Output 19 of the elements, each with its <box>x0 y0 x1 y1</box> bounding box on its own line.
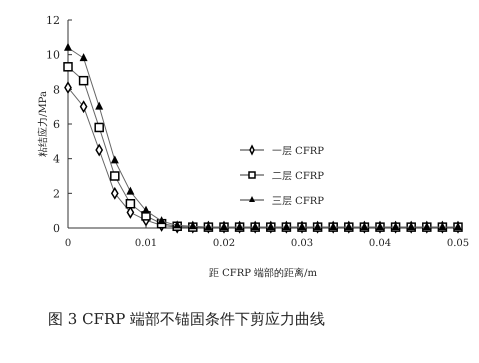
x-tick-label: 0.01 <box>134 238 158 249</box>
x-axis-title: 距 CFRP 端部的距离/m <box>208 267 318 279</box>
y-tick-label: 4 <box>53 152 60 166</box>
x-tick-label: 0.04 <box>368 238 392 249</box>
y-tick-label: 10 <box>46 48 60 62</box>
x-tick-label: 0 <box>64 238 72 249</box>
y-tick-label: 0 <box>53 222 60 235</box>
x-tick-label: 0.02 <box>212 238 236 249</box>
x-tick-label: 0.05 <box>446 238 470 249</box>
y-tick-label: 8 <box>53 83 60 96</box>
y-tick-label: 12 <box>46 14 60 27</box>
y-axis-title: 粘结应力/MPa <box>37 91 49 157</box>
y-tick-label: 6 <box>53 118 60 131</box>
legend-label: 一层 CFRP <box>272 146 324 157</box>
text: 图 3 CFRP 端部不锚固条件下剪应力曲线 <box>48 310 326 328</box>
legend-label: 三层 CFRP <box>272 196 324 207</box>
legend-label: 二层 CFRP <box>272 171 324 182</box>
x-tick-label: 0.03 <box>290 238 314 249</box>
y-tick-label: 2 <box>53 187 60 200</box>
